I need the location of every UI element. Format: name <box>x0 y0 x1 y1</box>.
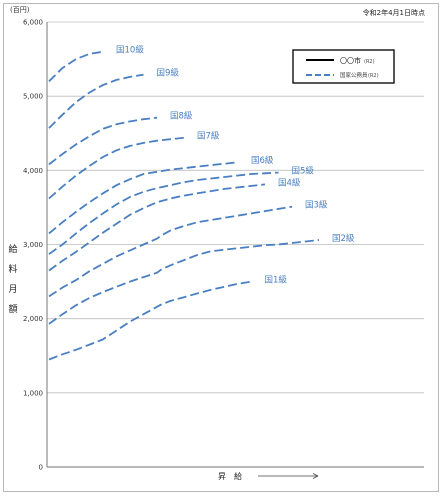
date-note: 令和2年4月1日時点 <box>363 8 425 17</box>
y-tick-label: 1,000 <box>23 389 43 397</box>
series-label: 国7級 <box>197 131 220 142</box>
series-line <box>48 205 293 298</box>
x-axis-arrow-head <box>312 473 319 479</box>
x-axis-title-text: 昇 給 <box>218 471 242 481</box>
series-line <box>48 50 104 82</box>
series-label: 国5級 <box>292 166 315 177</box>
series-label: 国2級 <box>332 233 355 244</box>
series-label: 国1級 <box>265 275 288 286</box>
y-tick-label: 2,000 <box>23 315 43 323</box>
y-tick-label: 5,000 <box>23 93 43 101</box>
y-tick-label: 0 <box>39 464 43 472</box>
series-line <box>48 171 279 255</box>
series-line <box>48 161 239 235</box>
y-axis-title-char: 額 <box>8 303 17 315</box>
series-label: 国10級 <box>116 45 144 56</box>
series-label: 国3級 <box>305 200 328 211</box>
y-axis-title-char: 月 <box>8 284 17 295</box>
series-line <box>48 280 252 361</box>
series-line <box>48 73 144 129</box>
series-label: 国6級 <box>251 155 274 166</box>
legend-box <box>292 49 395 84</box>
series-line <box>48 136 185 200</box>
legend: 〇〇市 (R2) 国家公務員 (R2) <box>292 49 395 84</box>
y-axis-title: 給 料 月 額 <box>8 243 17 315</box>
y-axis-title-char: 給 <box>8 243 17 255</box>
y-tick-label: 3,000 <box>23 241 43 249</box>
y-tick-label: 4,000 <box>23 167 43 175</box>
grid-layer: 0 1,000 2,000 3,000 4,000 5,000 6,000 <box>23 19 424 472</box>
y-axis-title-char: 料 <box>8 263 17 275</box>
x-axis-title: 昇 給 <box>218 471 319 481</box>
series-line <box>48 239 320 325</box>
series-label: 国9級 <box>157 68 180 79</box>
chart-frame <box>3 3 439 492</box>
legend-label-city: 〇〇市 <box>340 56 361 65</box>
legend-label-national: 国家公務員 <box>340 71 368 79</box>
legend-note-city: (R2) <box>364 59 375 65</box>
unit-label: (百円) <box>10 6 30 14</box>
series-label: 国8級 <box>170 111 193 122</box>
series-label: 国4級 <box>278 177 301 188</box>
series-layer <box>48 50 320 361</box>
series-line <box>48 183 266 272</box>
legend-note-national: (R2) <box>368 73 379 79</box>
y-tick-label: 6,000 <box>23 19 43 27</box>
